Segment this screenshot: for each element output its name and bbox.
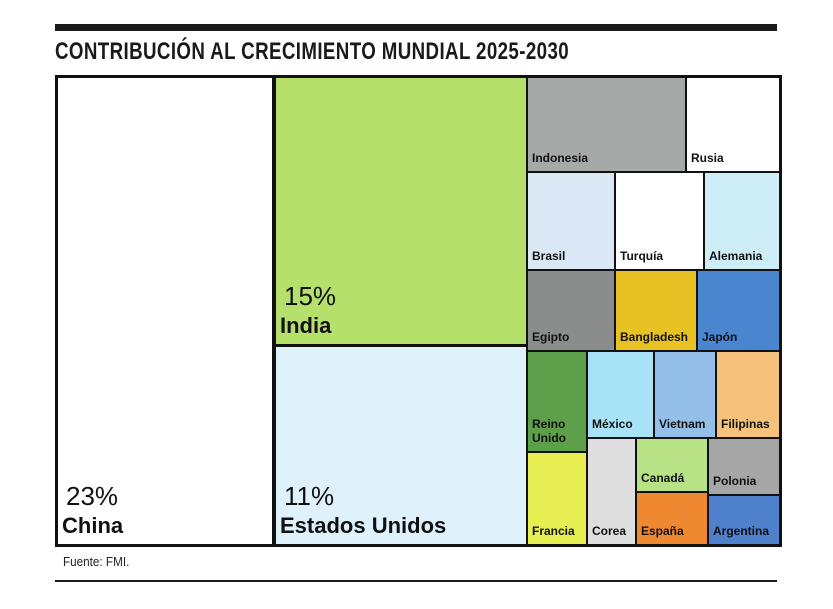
treemap-tile-argentina: Argentina [709, 496, 779, 544]
treemap-tile-francia: Francia [528, 453, 586, 544]
tile-name-label: Alemania [709, 249, 763, 263]
treemap-tile-bangladesh: Bangladesh [616, 271, 696, 350]
tile-name-label: Japón [702, 330, 738, 344]
treemap-tile-india: 15% India [276, 78, 526, 344]
tile-name-label: Bangladesh [620, 330, 689, 344]
treemap-tile-japon: Japón [698, 271, 779, 350]
tile-name-label: Corea [592, 524, 627, 538]
tile-name-label: China [62, 513, 124, 538]
treemap-tile-indonesia: Indonesia [528, 78, 685, 171]
tile-name-label: Polonia [713, 474, 757, 488]
tile-name-label: Brasil [532, 249, 566, 263]
treemap-tile-brasil: Brasil [528, 173, 614, 269]
tile-name-label: Turquía [620, 249, 664, 263]
tile-name-label: España [641, 524, 684, 538]
treemap-tile-turquia: Turquía [616, 173, 703, 269]
tile-name-label: Francia [532, 524, 575, 538]
treemap-tile-estados-unidos: 11% Estados Unidos [276, 347, 526, 544]
tile-name-label: Filipinas [721, 417, 770, 431]
treemap-tile-rusia: Rusia [687, 78, 779, 171]
tile-name-label: México [592, 417, 633, 431]
tile-name-label: Canadá [641, 471, 685, 485]
tile-name-label: Argentina [713, 524, 770, 538]
treemap-tile-vietnam: Vietnam [655, 352, 715, 437]
tile-name-label: Egipto [532, 330, 570, 344]
treemap-tile-reino-unido: Reino Unido [528, 352, 586, 451]
source-note: Fuente: FMI. [63, 554, 130, 569]
tile-value-label: 11% [284, 481, 335, 511]
treemap-tile-espana: España [637, 493, 707, 544]
bottom-rule [55, 580, 777, 582]
tile-name-label: Estados Unidos [280, 513, 447, 538]
tile-name-label: India [280, 313, 332, 338]
treemap-tile-mexico: México [588, 352, 653, 437]
tile-name-label: Vietnam [659, 417, 706, 431]
tile-name-label: Indonesia [532, 151, 589, 165]
top-rule [55, 24, 777, 31]
treemap-tile-egipto: Egipto [528, 271, 614, 350]
tile-value-label: 23% [66, 481, 119, 511]
tile-name-label: Reino Unido [532, 417, 566, 445]
treemap-tile-corea: Corea [588, 439, 635, 544]
treemap-tile-polonia: Polonia [709, 439, 779, 494]
tile-name-label: Rusia [691, 151, 724, 165]
treemap-tile-filipinas: Filipinas [717, 352, 779, 437]
treemap-tile-canada: Canadá [637, 439, 707, 491]
treemap-tile-china: 23% China [58, 78, 272, 544]
treemap-tile-alemania: Alemania [705, 173, 779, 269]
tile-value-label: 15% [284, 281, 337, 311]
treemap-chart: 23% China 15% India 11% Estados Unidos Indones… [55, 75, 782, 547]
chart-title: CONTRIBUCIÓN AL CRECIMIENTO MUNDIAL 2025… [55, 38, 570, 65]
